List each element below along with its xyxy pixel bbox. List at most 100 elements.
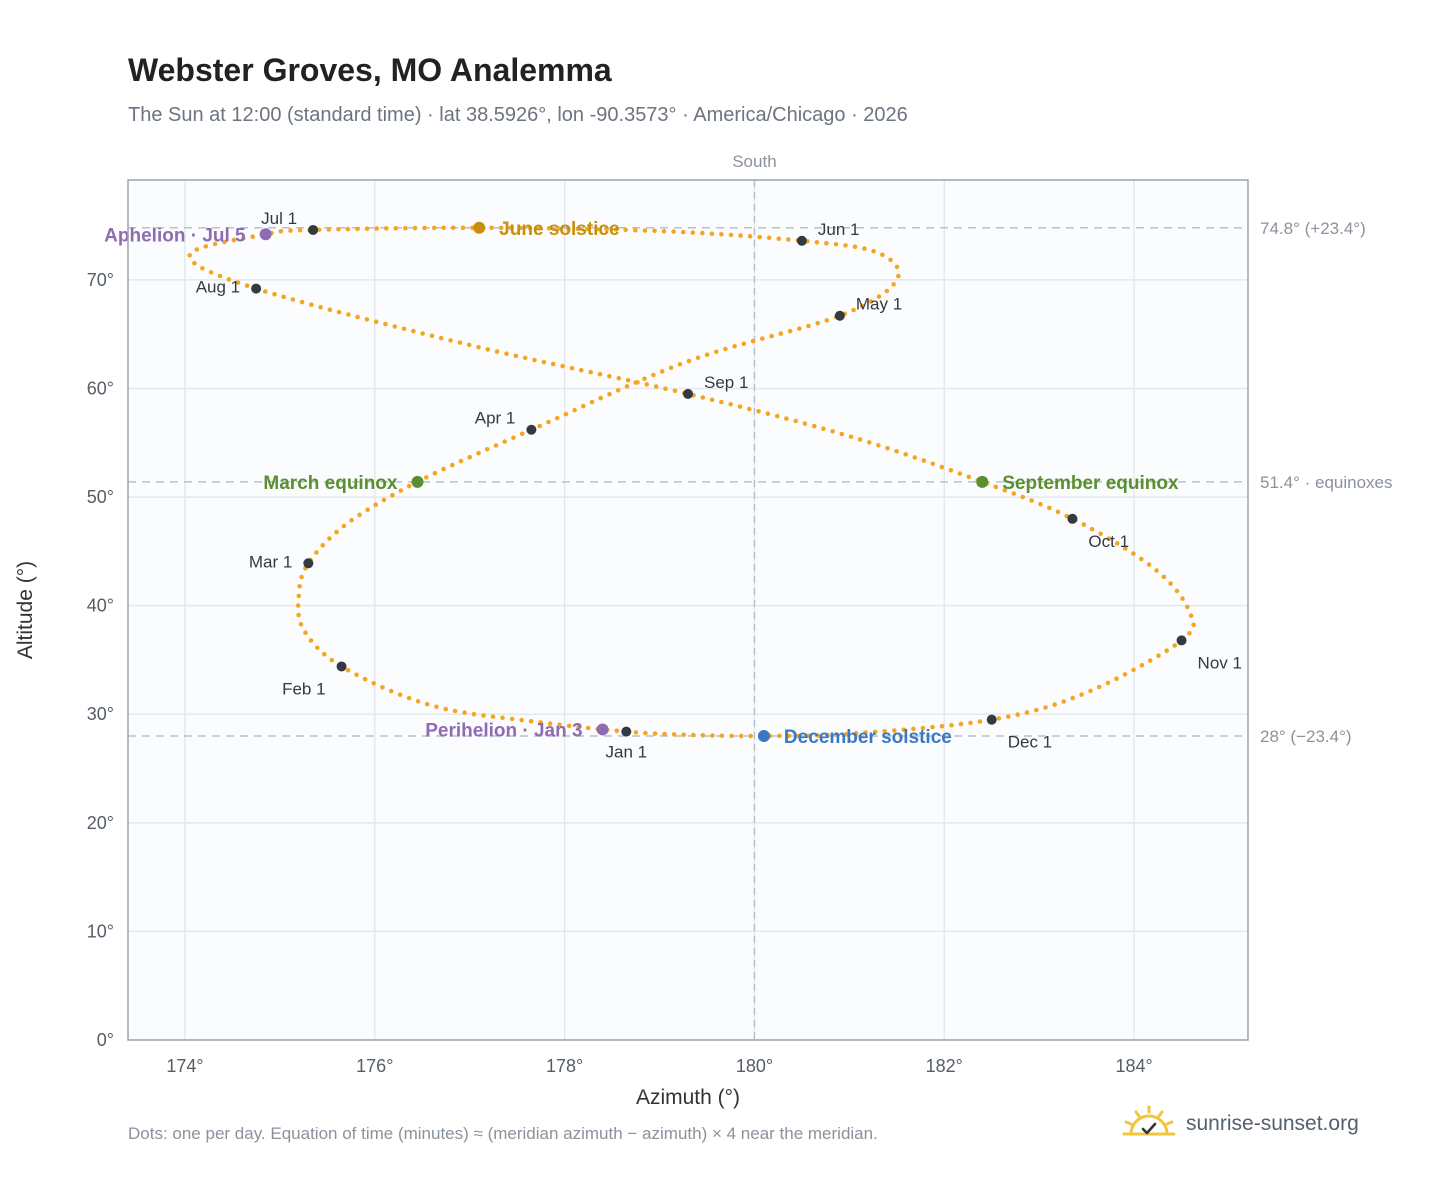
daily-sun-dot <box>208 270 214 275</box>
daily-sun-dot <box>948 468 954 473</box>
month-markers: Jan 1 Feb 1 Mar 1 Apr 1 May 1 Jun 1 Jul 1 Aug 1… <box>196 209 1242 762</box>
daily-sun-dot <box>528 718 534 724</box>
daily-sun-dot <box>911 726 916 732</box>
daily-sun-dot <box>532 357 537 363</box>
key-event-marker <box>411 475 424 488</box>
daily-sun-dot <box>741 341 747 347</box>
daily-sun-dot <box>443 706 449 712</box>
daily-sun-dot <box>1188 613 1194 618</box>
daily-sun-dot <box>659 369 665 374</box>
daily-sun-dot <box>892 728 897 733</box>
key-event-marker <box>976 475 989 488</box>
daily-sun-dot <box>598 395 603 401</box>
daily-sun-dot <box>1105 680 1111 686</box>
daily-sun-dot <box>863 730 868 735</box>
daily-sun-dot <box>493 443 499 448</box>
daily-sun-dot <box>867 440 872 445</box>
daily-sun-dot <box>438 335 444 341</box>
daily-sun-dot <box>885 446 890 451</box>
daily-sun-dot <box>187 253 192 258</box>
daily-sun-dot <box>519 431 525 437</box>
daily-sun-dot <box>901 727 907 732</box>
daily-sun-dot <box>373 319 379 325</box>
daily-sun-dot <box>511 435 516 441</box>
daily-sun-dot <box>815 733 821 738</box>
daily-sun-dot <box>796 733 801 739</box>
daily-sun-dot <box>1081 522 1087 527</box>
daily-sun-dot <box>345 226 351 232</box>
daily-sun-dot <box>710 733 715 738</box>
daily-sun-dot <box>766 235 772 241</box>
daily-sun-dot <box>390 492 395 498</box>
daily-sun-dot <box>653 384 659 389</box>
daily-sun-dot <box>1161 574 1167 580</box>
daily-sun-dot <box>700 395 706 400</box>
daily-sun-dot <box>373 502 379 508</box>
x-axis-ticks: 174° 176° 178° 180° 182° 184° <box>166 1056 1152 1076</box>
daily-sun-dot <box>1122 672 1128 677</box>
daily-sun-dot <box>614 728 620 734</box>
daily-sun-dot <box>226 277 232 282</box>
daily-sun-dot <box>388 688 394 694</box>
daily-sun-dot <box>1185 604 1190 610</box>
month-marker <box>336 661 347 672</box>
daily-sun-dot <box>581 403 586 409</box>
daily-sun-dot <box>1079 692 1084 697</box>
reference-line-label: 51.4° · equinoxes <box>1260 473 1393 492</box>
daily-sun-dot <box>884 288 890 294</box>
daily-sun-dot <box>355 226 360 232</box>
daily-sun-dot <box>429 333 435 339</box>
daily-sun-dot <box>852 244 858 250</box>
daily-sun-dot <box>1002 487 1008 493</box>
daily-sun-dot <box>1088 688 1093 694</box>
daily-sun-dot <box>397 692 403 697</box>
daily-sun-dot <box>569 365 575 371</box>
daily-sun-dot <box>1154 568 1159 573</box>
daily-sun-dot <box>424 475 429 480</box>
daily-sun-dot <box>671 732 677 737</box>
month-marker <box>303 558 314 569</box>
daily-sun-dot <box>1034 707 1039 713</box>
daily-sun-dot <box>996 716 1002 721</box>
daily-sun-dot <box>500 715 505 721</box>
daily-sun-dot <box>217 273 223 279</box>
y-tick-label: 70° <box>87 270 114 290</box>
daily-sun-dot <box>556 226 561 231</box>
daily-sun-dot <box>364 317 370 322</box>
daily-sun-dot <box>485 347 491 352</box>
daily-sun-dot <box>462 710 467 715</box>
daily-sun-dot <box>1098 531 1103 537</box>
daily-sun-dot <box>415 699 421 704</box>
daily-sun-dot <box>354 672 359 678</box>
daily-sun-dot <box>652 228 657 234</box>
brand-logo[interactable]: sunrise-sunset.org <box>1122 1100 1359 1148</box>
daily-sun-dot <box>278 229 284 234</box>
daily-sun-dot <box>757 234 762 240</box>
daily-sun-dot <box>747 406 752 412</box>
daily-sun-dot <box>872 729 878 735</box>
daily-sun-dot <box>432 470 438 476</box>
daily-sun-dot <box>700 230 705 236</box>
daily-sun-dot <box>719 399 724 405</box>
daily-sun-dot <box>527 225 533 231</box>
daily-sun-dot <box>681 732 686 737</box>
daily-sun-dot <box>1131 667 1136 673</box>
month-label: Feb 1 <box>282 679 325 698</box>
daily-sun-dot <box>466 342 472 348</box>
daily-sun-dot <box>857 437 863 442</box>
daily-sun-dot <box>966 474 972 480</box>
month-marker <box>621 726 632 737</box>
daily-sun-dot <box>315 645 320 651</box>
daily-sun-dot <box>728 402 733 407</box>
daily-sun-dot <box>299 299 305 305</box>
key-event-label: December solstice <box>784 727 952 748</box>
month-label: May 1 <box>856 295 902 314</box>
key-event-label: Perihelion · Jan 3 <box>425 720 582 741</box>
daily-sun-dot <box>824 240 829 246</box>
daily-sun-dot <box>585 226 590 232</box>
daily-sun-dot <box>314 550 319 555</box>
x-tick-label: 180° <box>736 1056 773 1076</box>
daily-sun-dot <box>797 326 802 331</box>
daily-sun-dot <box>327 536 332 541</box>
daily-sun-dot <box>281 294 287 300</box>
